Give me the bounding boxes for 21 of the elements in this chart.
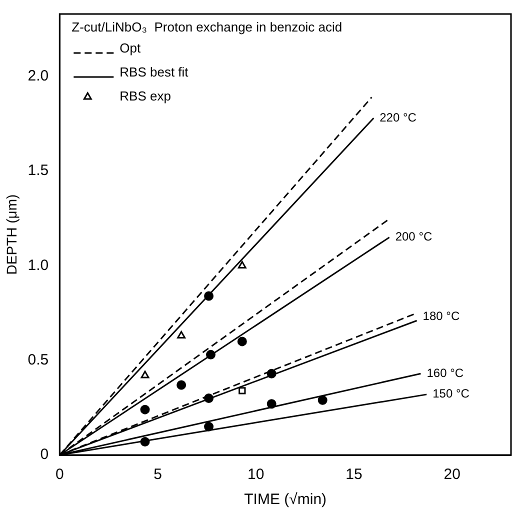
y-tick-label: 1.5 [28, 162, 49, 180]
y-tick-label: 0.5 [28, 352, 49, 369]
annotation: 200 °C [395, 230, 432, 244]
x-tick-label: 5 [154, 466, 162, 484]
y-axis-title: DEPTH (μm) [3, 194, 20, 275]
annotation: 150 °C [432, 386, 470, 401]
x-axis-title: TIME (√min) [244, 491, 327, 508]
y-tick-label: 0 [40, 446, 49, 464]
y-tick-label: 1.0 [28, 256, 49, 274]
annotation: 220 °C [380, 110, 417, 124]
x-tick-label: 10 [248, 466, 264, 484]
x-tick-label: 0 [55, 466, 64, 484]
y-tick-label: 2.0 [28, 68, 49, 85]
legend-label: RBS best fit [120, 64, 189, 80]
x-tick-label: 15 [346, 466, 362, 484]
legend-label: RBS exp [120, 88, 171, 104]
text: Z-cut/LiNbO₃ Proton exchange in benzoic acid [72, 20, 342, 35]
annotation: 180 °C [422, 309, 460, 324]
annotation: 160 °C [426, 366, 464, 380]
legend-label: Opt [120, 40, 141, 56]
x-tick-label: 20 [444, 466, 460, 484]
